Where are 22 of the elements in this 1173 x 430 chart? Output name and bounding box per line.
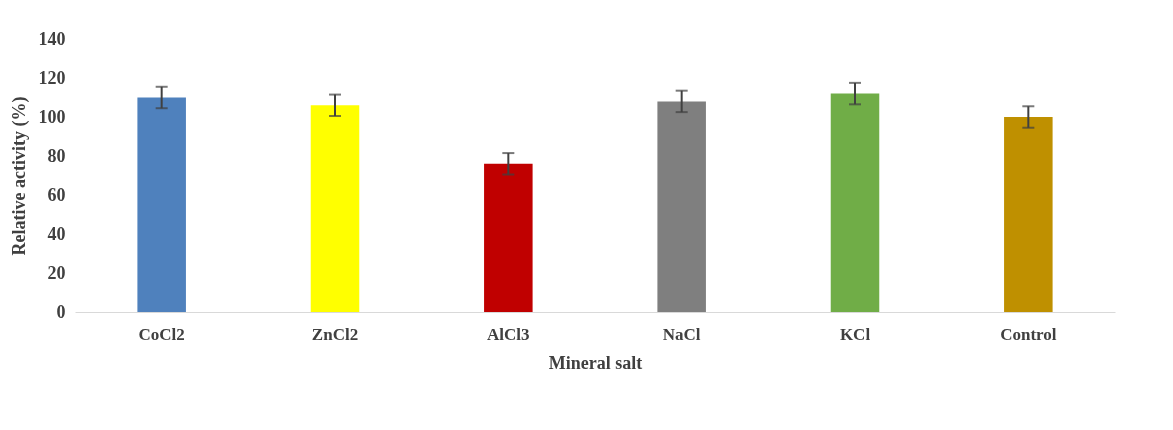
- y-tick-label: 140: [38, 28, 66, 49]
- y-tick-label: 40: [47, 223, 66, 244]
- y-tick-label: 100: [38, 106, 66, 127]
- bar: [137, 97, 186, 312]
- bar: [484, 163, 533, 312]
- y-axis-title: Relative activity (%): [8, 96, 30, 256]
- y-tick-label: 20: [47, 262, 66, 283]
- y-tick-label: 0: [56, 301, 66, 322]
- y-tick-label: 120: [38, 67, 66, 88]
- x-axis-title: Mineral salt: [548, 352, 643, 373]
- bar: [830, 93, 880, 312]
- x-tick-label: KCl: [839, 324, 871, 344]
- bar: [1004, 117, 1053, 312]
- x-tick-label: NaCl: [662, 324, 701, 344]
- x-tick-label: AlCl3: [487, 324, 530, 344]
- y-tick-label: 80: [47, 145, 66, 166]
- x-tick-label: CoCl2: [138, 324, 185, 344]
- y-tick-label: 60: [47, 184, 66, 205]
- bar: [657, 101, 706, 312]
- x-tick-label: ZnCl2: [311, 324, 359, 344]
- x-tick-label: Control: [1000, 324, 1057, 344]
- bar: [310, 105, 360, 312]
